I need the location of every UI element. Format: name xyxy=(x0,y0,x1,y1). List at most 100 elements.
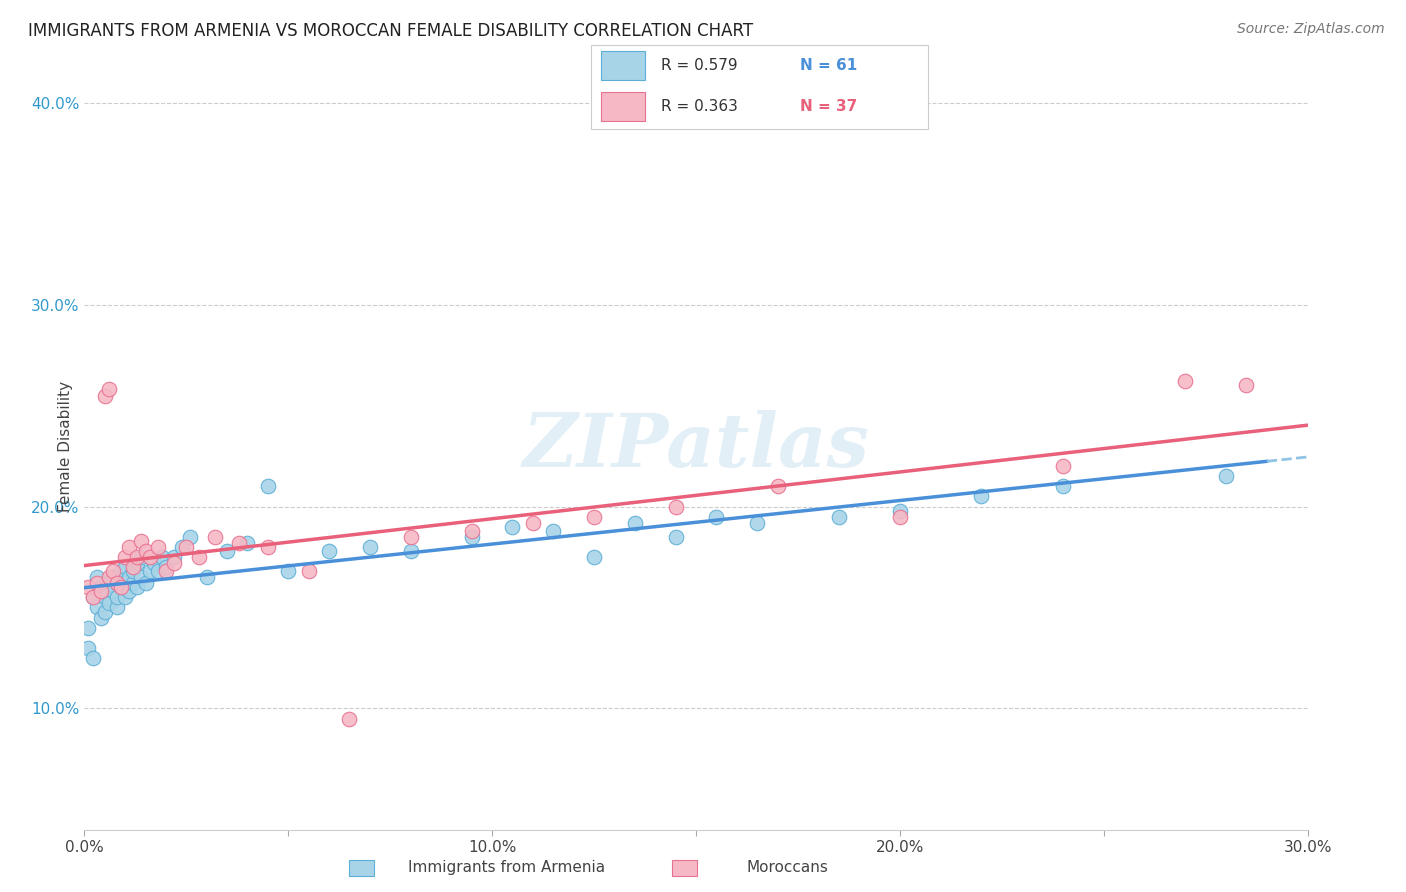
Point xyxy=(90,580,112,594)
Point xyxy=(665,500,688,514)
Point xyxy=(204,530,226,544)
Point xyxy=(131,570,153,584)
Point xyxy=(114,591,136,605)
Text: R = 0.579: R = 0.579 xyxy=(661,58,738,73)
Point xyxy=(122,560,145,574)
Point xyxy=(163,556,186,570)
Text: ZIPatlas: ZIPatlas xyxy=(523,409,869,483)
Point xyxy=(101,564,124,578)
Point xyxy=(461,524,484,538)
Point xyxy=(142,556,165,570)
Point xyxy=(138,549,160,564)
Point xyxy=(228,536,250,550)
Text: R = 0.363: R = 0.363 xyxy=(661,99,738,114)
Text: Moroccans: Moroccans xyxy=(747,860,828,874)
Text: Immigrants from Armenia: Immigrants from Armenia xyxy=(408,860,605,874)
Point xyxy=(583,549,606,564)
Point xyxy=(122,564,145,578)
Point xyxy=(1236,378,1258,392)
Point xyxy=(217,544,239,558)
Point xyxy=(665,530,688,544)
Point xyxy=(118,570,141,584)
Point xyxy=(970,490,993,504)
Point xyxy=(127,549,149,564)
Point xyxy=(828,509,851,524)
Point xyxy=(257,479,280,493)
Point xyxy=(90,584,112,599)
Point xyxy=(110,564,132,578)
Point xyxy=(101,570,124,584)
Point xyxy=(187,549,209,564)
Point xyxy=(82,591,104,605)
Y-axis label: Female Disability: Female Disability xyxy=(58,380,73,512)
Point xyxy=(97,570,120,584)
Text: N = 37: N = 37 xyxy=(800,99,858,114)
Point xyxy=(101,584,124,599)
Point xyxy=(146,564,169,578)
Point xyxy=(1052,479,1074,493)
Point xyxy=(502,520,524,534)
Point xyxy=(277,564,299,578)
Point xyxy=(399,544,422,558)
Point xyxy=(93,584,115,599)
Point xyxy=(172,540,194,554)
Point xyxy=(135,544,157,558)
Point xyxy=(105,576,128,591)
Point xyxy=(114,576,136,591)
Point xyxy=(77,621,100,635)
Point xyxy=(97,383,120,397)
Point xyxy=(105,576,128,591)
Point xyxy=(118,584,141,599)
Point xyxy=(399,530,422,544)
Point xyxy=(86,600,108,615)
Bar xyxy=(600,92,644,120)
Point xyxy=(105,600,128,615)
Point xyxy=(155,564,177,578)
Point xyxy=(93,605,115,619)
Point xyxy=(543,524,565,538)
Point xyxy=(77,580,100,594)
Point xyxy=(131,533,153,548)
Point xyxy=(583,509,606,524)
Text: Source: ZipAtlas.com: Source: ZipAtlas.com xyxy=(1237,22,1385,37)
Point xyxy=(236,536,259,550)
Point xyxy=(105,591,128,605)
Point xyxy=(889,503,911,517)
Point xyxy=(179,530,201,544)
Point xyxy=(155,560,177,574)
Point xyxy=(766,479,789,493)
Point xyxy=(889,509,911,524)
Point xyxy=(97,576,120,591)
Point xyxy=(118,540,141,554)
Point xyxy=(163,549,186,564)
Point xyxy=(298,564,321,578)
Point xyxy=(93,591,115,605)
Point xyxy=(150,549,173,564)
Point xyxy=(127,556,149,570)
Bar xyxy=(600,52,644,80)
Point xyxy=(86,576,108,591)
Point xyxy=(77,640,100,655)
Point xyxy=(82,651,104,665)
Point xyxy=(1215,469,1237,483)
Point xyxy=(114,560,136,574)
Text: IMMIGRANTS FROM ARMENIA VS MOROCCAN FEMALE DISABILITY CORRELATION CHART: IMMIGRANTS FROM ARMENIA VS MOROCCAN FEMA… xyxy=(28,22,754,40)
Point xyxy=(131,549,153,564)
Point xyxy=(93,388,115,402)
Point xyxy=(97,597,120,611)
Point xyxy=(110,580,132,594)
Point xyxy=(138,564,160,578)
Point xyxy=(1174,375,1197,389)
Point xyxy=(174,540,197,554)
Point xyxy=(90,610,112,624)
Point xyxy=(195,570,218,584)
Text: N = 61: N = 61 xyxy=(800,58,858,73)
Point xyxy=(339,712,361,726)
Point xyxy=(86,570,108,584)
Point xyxy=(747,516,769,530)
Point xyxy=(318,544,340,558)
Point xyxy=(1052,459,1074,474)
Point xyxy=(135,576,157,591)
Point xyxy=(624,516,647,530)
Point xyxy=(522,516,544,530)
